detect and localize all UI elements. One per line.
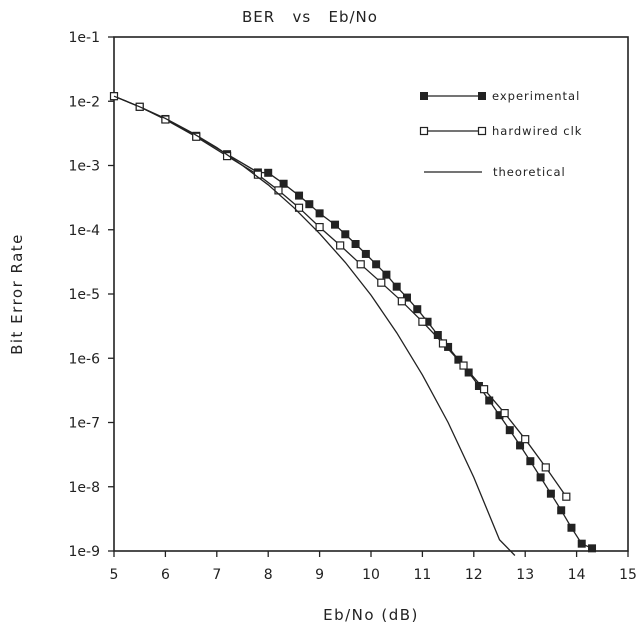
series-experimental: [110, 92, 597, 553]
y-tick-label: 1e-3: [69, 159, 100, 175]
data-point-filled: [351, 240, 360, 249]
data-point-open: [500, 409, 509, 418]
data-point-open: [562, 492, 571, 501]
data-point-open: [397, 297, 406, 306]
y-tick-label: 1e-6: [69, 351, 101, 367]
data-point-filled: [264, 168, 273, 177]
data-point-open: [418, 317, 427, 326]
data-point-open: [377, 278, 386, 287]
series-hardwired-clk: [109, 92, 571, 501]
data-point-filled: [361, 249, 370, 258]
legend-label: hardwired clk: [492, 124, 582, 138]
y-tick-label: 1e-7: [69, 416, 100, 432]
x-tick-label: 7: [212, 567, 221, 583]
x-tick-label: 15: [619, 567, 637, 583]
legend-item: theoretical: [424, 165, 566, 179]
data-point-filled: [315, 209, 324, 218]
x-tick-label: 12: [465, 567, 483, 583]
x-tick-label: 8: [264, 567, 273, 583]
legend-item: hardwired clk: [419, 124, 582, 138]
data-point-open: [541, 463, 550, 472]
data-point-filled: [295, 191, 304, 200]
data-point-open: [109, 92, 119, 101]
data-point-open: [479, 385, 489, 394]
data-point-filled: [341, 230, 350, 239]
data-point-open: [438, 339, 448, 348]
data-point-filled: [526, 457, 535, 466]
data-point-filled: [505, 426, 514, 435]
data-point-filled: [485, 396, 494, 405]
x-tick-label: 14: [568, 567, 586, 583]
y-tick-label: 1e-5: [69, 287, 100, 303]
chart-title: BER vs Eb/No: [242, 8, 378, 26]
data-point-filled: [305, 200, 314, 209]
x-axis-label: Eb/No (dB): [323, 606, 419, 624]
data-point-filled: [536, 473, 545, 482]
series-line: [113, 95, 593, 549]
data-point-filled: [588, 544, 597, 553]
axis-ticks: 5 6 7 8 9 10 11 12 13 14 15 1e-9 1e-8 1e-7 1e-6 1e-5 1e-…: [69, 30, 637, 583]
data-point-filled: [557, 506, 566, 515]
data-point-open: [459, 361, 468, 370]
data-point-filled: [279, 179, 288, 188]
series-theoretical: [113, 95, 516, 556]
data-point-filled: [567, 523, 576, 532]
y-tick-label: 1e-1: [69, 30, 100, 46]
x-tick-label: 9: [315, 567, 324, 583]
data-point-filled: [382, 270, 391, 279]
data-point-filled: [577, 539, 586, 548]
series-layer: [109, 92, 597, 556]
y-tick-label: 1e-4: [69, 223, 101, 239]
y-tick-label: 1e-9: [69, 544, 100, 560]
data-point-filled: [516, 441, 525, 450]
legend-label: theoretical: [493, 165, 566, 179]
data-point-filled: [392, 282, 401, 291]
data-point-filled: [372, 260, 381, 269]
legend: experimental hardwired clk theoretical: [419, 89, 582, 179]
data-point-open: [356, 260, 365, 269]
data-point-filled: [331, 220, 340, 229]
x-tick-label: 5: [110, 567, 119, 583]
series-line: [113, 95, 516, 556]
y-tick-label: 1e-8: [69, 480, 100, 496]
x-tick-label: 13: [516, 567, 534, 583]
data-point-open: [294, 203, 304, 212]
data-point-filled: [546, 489, 555, 498]
x-tick-label: 11: [413, 567, 431, 583]
data-point-open: [336, 241, 345, 250]
legend-item: experimental: [420, 89, 580, 103]
data-point-filled: [464, 368, 473, 377]
data-point-open: [274, 186, 283, 195]
data-point-filled: [413, 305, 422, 314]
data-point-filled: [478, 92, 486, 100]
x-tick-label: 6: [161, 567, 170, 583]
series-line: [113, 95, 567, 498]
y-axis-label: Bit Error Rate: [8, 233, 26, 355]
data-point-filled: [420, 92, 428, 100]
data-point-open: [521, 435, 530, 444]
data-point-open: [477, 126, 487, 136]
data-point-open: [222, 152, 232, 161]
data-point-open: [419, 126, 429, 136]
x-tick-label: 10: [362, 567, 380, 583]
y-tick-label: 1e-2: [69, 94, 100, 110]
legend-label: experimental: [492, 89, 580, 103]
data-point-open: [161, 115, 170, 124]
data-point-open: [315, 222, 324, 232]
